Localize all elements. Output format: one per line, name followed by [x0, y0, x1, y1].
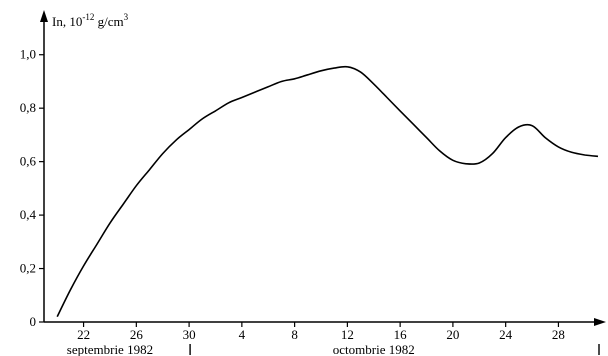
y-axis-label-unit-exponent: 3 [124, 12, 129, 22]
x-tick-label: 16 [394, 327, 408, 342]
month-labels: septembrie 1982 octombrie 1982 [67, 342, 600, 356]
x-tick-label: 20 [446, 327, 459, 342]
x-tick-label: 12 [341, 327, 354, 342]
x-tick-label: 22 [77, 327, 90, 342]
y-tick-label: 0 [30, 314, 37, 329]
month-label: septembrie 1982 [67, 342, 153, 356]
y-tick-label: 0,2 [20, 261, 36, 276]
x-tick-label: 8 [291, 327, 298, 342]
series-layer [56, 65, 599, 318]
x-tick-label: 30 [183, 327, 196, 342]
x-tick-label: 24 [499, 327, 513, 342]
y-axis-arrow [40, 10, 48, 22]
x-ticks: 22 26 30 4 8 12 16 20 24 28 [77, 322, 565, 342]
y-axis-label-main: In, 10 [52, 14, 82, 29]
y-tick-label: 1,0 [20, 47, 36, 62]
x-tick-label: 4 [239, 327, 246, 342]
x-axis-arrow [594, 318, 606, 326]
x-tick-label: 28 [552, 327, 565, 342]
y-tick-label: 0,6 [20, 154, 37, 169]
y-axis-label: In, 10-12 g/cm3 [52, 12, 129, 29]
y-tick-label: 0,8 [20, 100, 36, 115]
x-tick-label: 26 [130, 327, 144, 342]
y-ticks: 0 0,2 0,4 0,6 0,8 1,0 [20, 47, 44, 329]
series-line [56, 65, 599, 318]
month-label: octombrie 1982 [333, 342, 415, 356]
y-tick-label: 0,4 [20, 207, 37, 222]
y-axis-label-unit: g/cm [94, 14, 123, 29]
y-axis-label-exponent: -12 [82, 12, 94, 22]
